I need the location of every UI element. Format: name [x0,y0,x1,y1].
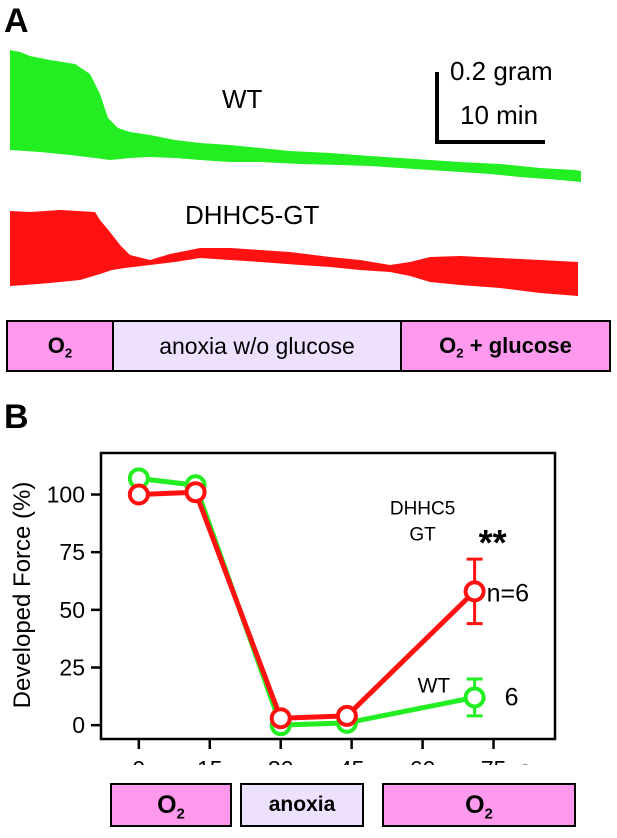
y-tick-label: 50 [59,597,85,623]
condition-o2-glucose-label: O2 + glucose [439,333,572,361]
plot-frame [99,451,557,741]
dhhc5-series-label-line1: DHHC5 [390,499,455,520]
y-axis-label: Developed Force (%) [9,482,36,709]
wt-trace-label: WT [222,84,263,114]
developed-force-chart: 0 15 30 45 60 75 s 0 25 50 75 100 WT 6 n=6 DHHC5 GT ** D… [9,451,557,765]
y-tick-label: 75 [59,539,85,565]
y-tick-label: 100 [47,482,85,508]
panel-a-label: A [4,2,29,40]
condition-anoxia-label: anoxia w/o glucose [159,332,355,359]
dhhc5-series-label-line2: GT [409,525,436,546]
x-tick-label: 30 [268,756,294,765]
significance-annotation: ** [479,522,507,563]
x-tick-label: 45 [339,756,365,765]
wt-series-label: WT [418,674,451,697]
x-tick-label: 0 [132,756,145,765]
scale-bar-time-label: 10 min [460,100,538,130]
condition-o2-label: O2 [47,333,73,361]
x-tick-label: 60 [410,756,436,765]
dhhc5-n-label: n=6 [487,579,529,607]
condition-box-anoxia: anoxia w/o glucose [112,320,402,372]
wt-n-label: 6 [505,683,519,711]
scale-bar-force-label: 0.2 gram [450,56,553,86]
x-tick-label: 15 [197,756,223,765]
chart-condition-o2-first-label: O2 [157,790,185,822]
y-tick-label: 25 [59,655,85,681]
data-point [127,483,150,506]
chart-condition-box-o2-first: O2 [110,783,232,827]
dhhc5-trace-label: DHHC5-GT [185,200,319,230]
y-tick-label: 0 [72,712,85,738]
condition-box-o2-glucose: O2 + glucose [400,320,611,372]
dhhc5-force-trace [10,210,578,296]
wt-force-trace [10,50,581,182]
data-point [463,686,486,709]
data-point [463,580,486,603]
panel-b-label: B [4,398,29,436]
chart-condition-box-anoxia: anoxia [240,783,364,827]
chart-condition-o2-second-label: O2 [465,790,493,822]
force-traces: 0.2 gram 10 min WT DHHC5-GT [10,50,581,296]
x-unit-label: s [520,756,532,765]
data-point [184,481,207,504]
data-point [335,704,358,727]
series-dhhc5-gt [127,481,486,730]
x-tick-label: 75 [481,756,507,765]
chart-condition-box-o2-second: O2 [382,783,576,827]
data-point [269,707,292,730]
chart-condition-anoxia-label: anoxia [268,793,336,816]
condition-box-o2: O2 [6,320,114,372]
